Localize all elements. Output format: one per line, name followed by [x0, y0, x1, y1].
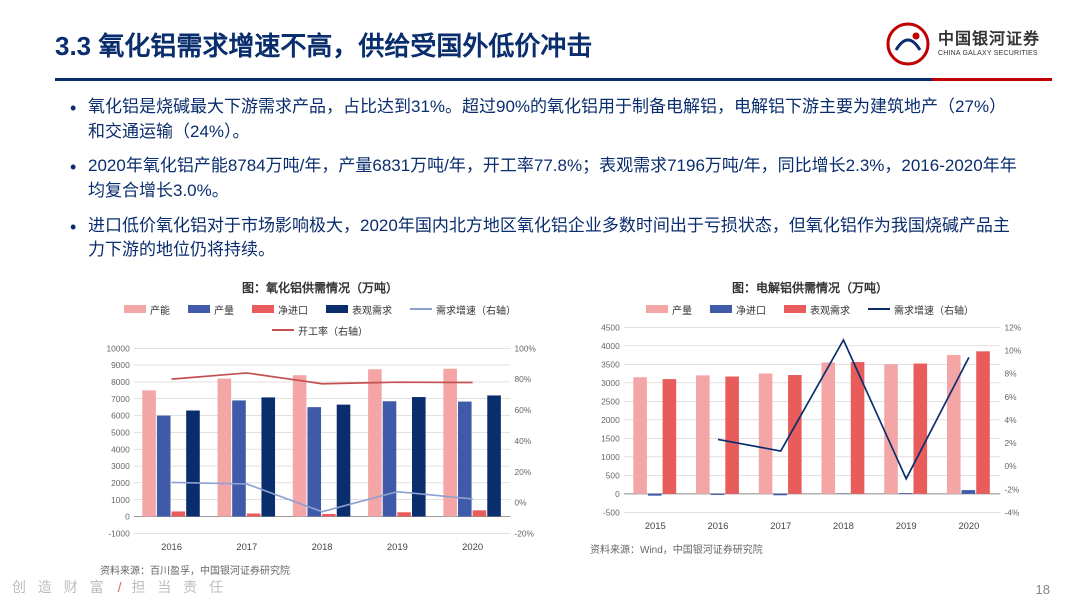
svg-text:9000: 9000 — [111, 360, 130, 370]
svg-text:0: 0 — [615, 489, 620, 499]
svg-text:8%: 8% — [1004, 369, 1017, 379]
footer-slash: / — [118, 579, 122, 595]
page-number: 18 — [1036, 582, 1050, 597]
svg-text:4000: 4000 — [111, 444, 130, 454]
svg-text:2019: 2019 — [387, 541, 408, 552]
svg-text:7000: 7000 — [111, 394, 130, 404]
bullet-item: 氧化铝是烧碱最大下游需求产品，占比达到31%。超过90%的氧化铝用于制备电解铝，… — [70, 95, 1020, 144]
svg-text:2016: 2016 — [161, 541, 182, 552]
svg-text:0%: 0% — [1004, 461, 1017, 471]
svg-text:0%: 0% — [514, 497, 527, 507]
svg-text:4500: 4500 — [601, 322, 620, 332]
svg-text:2020: 2020 — [958, 520, 979, 531]
slide-header: 3.3 氧化铝需求增速不高，供给受国外低价冲击 中国银河证券 CHINA GAL… — [0, 0, 1080, 74]
svg-text:1000: 1000 — [111, 495, 130, 505]
svg-text:4000: 4000 — [601, 341, 620, 351]
charts-row: 图：氧化铝供需情况（万吨） 产能产量净进口表观需求需求增速（右轴）开工率（右轴）… — [0, 279, 1080, 577]
brand-logo: 中国银河证券 CHINA GALAXY SECURITIES — [886, 22, 1040, 66]
logo-text-cn: 中国银河证券 — [938, 32, 1040, 48]
svg-text:-20%: -20% — [514, 528, 534, 538]
svg-text:2015: 2015 — [645, 520, 666, 531]
svg-text:3000: 3000 — [601, 378, 620, 388]
svg-text:80%: 80% — [514, 374, 531, 384]
bullet-item: 进口低价氧化铝对于市场影响极大，2020年国内北方地区氧化铝企业多数时间出于亏损… — [70, 214, 1020, 263]
svg-text:3000: 3000 — [111, 461, 130, 471]
svg-text:2020: 2020 — [462, 541, 483, 552]
svg-text:-2%: -2% — [1004, 484, 1019, 494]
svg-text:1500: 1500 — [601, 433, 620, 443]
footer-tagline: 创 造 财 富 / 担 当 责 任 — [12, 577, 227, 597]
svg-text:6000: 6000 — [111, 411, 130, 421]
svg-text:-500: -500 — [603, 507, 620, 517]
chart-right: 图：电解铝供需情况（万吨） 产量净进口表观需求需求增速（右轴） -500 0 500… — [580, 279, 1040, 577]
logo-text-en: CHINA GALAXY SECURITIES — [938, 50, 1040, 57]
footer-b: 担 当 责 任 — [131, 579, 227, 595]
chart1-title: 图：氧化铝供需情况（万吨） — [90, 279, 550, 296]
galaxy-logo-icon — [886, 22, 930, 66]
bullet-item: 2020年氧化铝产能8784万吨/年，产量6831万吨/年，开工率77.8%；表… — [70, 154, 1020, 203]
svg-text:-4%: -4% — [1004, 507, 1019, 517]
svg-text:8000: 8000 — [111, 377, 130, 387]
svg-text:-1000: -1000 — [108, 528, 130, 538]
chart2-source: 资料来源：Wind，中国银河证券研究院 — [580, 541, 1040, 556]
svg-text:2000: 2000 — [111, 478, 130, 488]
bullet-list: 氧化铝是烧碱最大下游需求产品，占比达到31%。超过90%的氧化铝用于制备电解铝，… — [0, 81, 1080, 279]
svg-text:1000: 1000 — [601, 452, 620, 462]
slide-title: 3.3 氧化铝需求增速不高，供给受国外低价冲击 — [55, 26, 592, 63]
svg-text:2019: 2019 — [896, 520, 917, 531]
svg-text:100%: 100% — [514, 343, 536, 353]
svg-text:2%: 2% — [1004, 438, 1017, 448]
svg-text:10%: 10% — [1004, 345, 1021, 355]
svg-text:60%: 60% — [514, 405, 531, 415]
svg-text:4%: 4% — [1004, 415, 1017, 425]
svg-text:2500: 2500 — [601, 396, 620, 406]
chart1-svg: -1000 0 1000 2000 3000 4000 5000 6000 7000 8000 90… — [90, 342, 550, 556]
svg-text:2016: 2016 — [708, 520, 729, 531]
svg-text:0: 0 — [125, 511, 130, 521]
svg-text:2000: 2000 — [601, 415, 620, 425]
svg-text:2018: 2018 — [833, 520, 854, 531]
svg-text:500: 500 — [606, 470, 620, 480]
svg-text:20%: 20% — [514, 467, 531, 477]
svg-text:3500: 3500 — [601, 359, 620, 369]
svg-text:2017: 2017 — [770, 520, 791, 531]
svg-text:6%: 6% — [1004, 392, 1017, 402]
svg-text:40%: 40% — [514, 436, 531, 446]
svg-text:12%: 12% — [1004, 322, 1021, 332]
chart-left: 图：氧化铝供需情况（万吨） 产能产量净进口表观需求需求增速（右轴）开工率（右轴）… — [90, 279, 550, 577]
chart2-legend: 产量净进口表观需求需求增速（右轴） — [580, 302, 1040, 321]
chart2-title: 图：电解铝供需情况（万吨） — [580, 279, 1040, 296]
chart1-legend: 产能产量净进口表观需求需求增速（右轴）开工率（右轴） — [90, 302, 550, 342]
svg-text:10000: 10000 — [106, 343, 130, 353]
chart1-source: 资料来源：百川盈孚，中国银河证券研究院 — [90, 562, 550, 577]
chart2-svg: -500 0 500 1000 1500 2000 2500 3000 3500 4000 4500… — [580, 321, 1040, 535]
svg-text:2017: 2017 — [236, 541, 257, 552]
header-rule — [0, 78, 1080, 81]
svg-text:5000: 5000 — [111, 427, 130, 437]
footer-a: 创 造 财 富 — [12, 579, 108, 595]
svg-text:2018: 2018 — [312, 541, 333, 552]
